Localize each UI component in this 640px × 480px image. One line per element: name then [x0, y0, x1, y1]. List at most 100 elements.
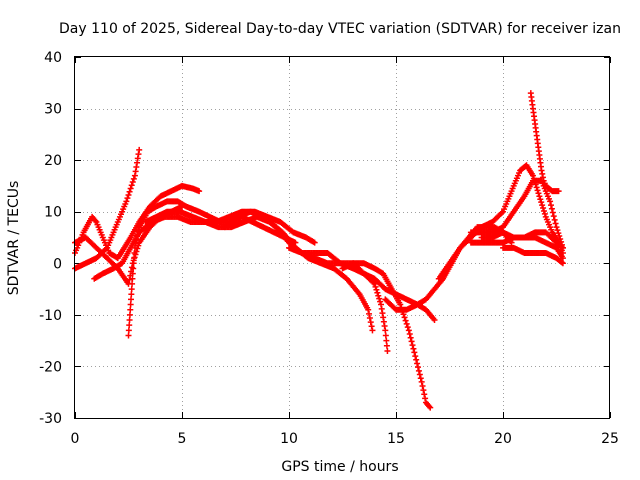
data-point [383, 342, 390, 349]
data-point [537, 196, 544, 203]
x-axis-label: GPS time / hours [281, 459, 398, 475]
data-point [123, 198, 130, 205]
data-point [529, 172, 536, 179]
data-point [416, 371, 423, 378]
data-point [126, 322, 133, 329]
data-point [418, 378, 425, 385]
data-point [126, 311, 133, 318]
y-tick-label: 30 [44, 102, 62, 118]
data-point [130, 175, 137, 182]
data-point [540, 207, 547, 214]
data-point [558, 243, 565, 250]
data-point [548, 205, 555, 212]
data-point [127, 185, 134, 192]
series-pass-15 [478, 229, 566, 251]
data-point [535, 190, 542, 197]
data-point [559, 260, 566, 267]
data-point [130, 260, 137, 267]
series-pass-2 [72, 182, 203, 262]
y-axis-label: SDTVAR / TECUs [6, 181, 22, 296]
data-point [539, 202, 546, 209]
x-tick-label: 5 [178, 431, 187, 447]
data-point [367, 319, 374, 326]
data-point [412, 353, 419, 360]
data-point [125, 191, 132, 198]
data-points-layer [72, 90, 566, 411]
y-tick-label: 20 [44, 153, 62, 169]
data-point [427, 404, 434, 411]
y-tick-label: -20 [39, 359, 62, 375]
data-point [422, 395, 429, 402]
data-point [555, 188, 562, 195]
data-point [376, 295, 383, 302]
data-point [130, 265, 137, 272]
data-point [547, 202, 554, 209]
data-point [377, 298, 384, 305]
data-point [550, 213, 557, 220]
data-point [498, 209, 505, 216]
data-point [533, 184, 540, 191]
data-point [420, 387, 427, 394]
data-point [552, 220, 559, 227]
data-point [372, 283, 379, 290]
data-point [415, 364, 422, 371]
data-point [534, 187, 541, 194]
series-pass-16 [527, 90, 562, 195]
data-point [407, 334, 414, 341]
x-tick-label: 25 [601, 431, 619, 447]
data-point [404, 324, 411, 331]
data-point [196, 188, 203, 195]
data-point [551, 216, 558, 223]
data-point [549, 209, 556, 216]
data-point [410, 345, 417, 352]
data-point [136, 146, 143, 153]
data-point [558, 259, 565, 266]
data-point [128, 291, 135, 298]
data-point [401, 314, 408, 321]
data-point [129, 280, 136, 287]
data-point [405, 327, 412, 334]
data-point [397, 301, 404, 308]
data-point [373, 286, 380, 293]
data-point [414, 360, 421, 367]
data-point [409, 342, 416, 349]
data-point [559, 255, 566, 262]
data-point [129, 270, 136, 277]
data-point [421, 391, 428, 398]
data-point [557, 235, 564, 242]
data-point [417, 375, 424, 382]
y-tick-label: 40 [44, 50, 62, 66]
data-point [128, 286, 135, 293]
data-point [126, 276, 133, 283]
data-point [127, 301, 134, 308]
plot-frame [74, 56, 610, 419]
data-point [375, 292, 382, 299]
x-tick-label: 0 [71, 431, 80, 447]
data-point [366, 310, 373, 317]
data-point [559, 244, 566, 251]
data-point [547, 198, 554, 205]
data-point [540, 205, 547, 212]
grid-layer [75, 57, 610, 418]
data-point [408, 338, 415, 345]
data-point [128, 182, 135, 189]
data-point [129, 179, 136, 186]
data-point [431, 317, 438, 324]
data-point [365, 306, 372, 313]
x-tick-label: 15 [387, 431, 405, 447]
data-point [413, 356, 420, 363]
data-point [536, 193, 543, 200]
data-point [131, 255, 138, 262]
data-point [129, 275, 136, 282]
data-point [374, 289, 381, 296]
data-point [127, 296, 134, 303]
data-point [554, 227, 561, 234]
data-point [538, 199, 545, 206]
data-point [368, 323, 375, 330]
data-point [384, 347, 391, 354]
data-point [127, 306, 134, 313]
x-tick-label: 10 [280, 431, 298, 447]
data-point [556, 233, 563, 240]
data-point [366, 314, 373, 321]
